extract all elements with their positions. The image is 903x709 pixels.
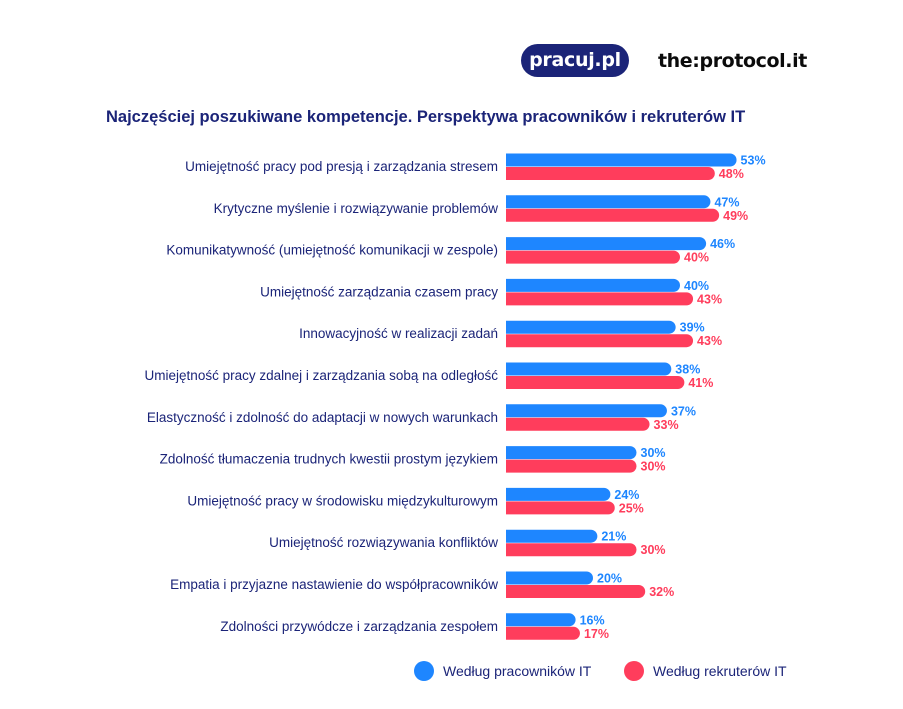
value-label-employees: 37% bbox=[671, 404, 696, 418]
value-label-recruiters: 43% bbox=[697, 292, 722, 306]
value-label-employees: 47% bbox=[714, 195, 739, 209]
bar-employees bbox=[506, 529, 598, 543]
category-label: Innowacyjność w realizacji zadań bbox=[299, 326, 498, 341]
bar-recruiters bbox=[506, 334, 694, 348]
category-label: Umiejętność pracy pod presją i zarządzan… bbox=[185, 159, 498, 174]
value-label-recruiters: 33% bbox=[654, 418, 679, 432]
bar-employees bbox=[506, 404, 667, 418]
legend-item-recruiters: Według rekruterów IT bbox=[624, 656, 787, 686]
value-label-employees: 40% bbox=[684, 279, 709, 293]
value-label-employees: 39% bbox=[680, 321, 705, 335]
protocol-logo: the:protocol.it bbox=[658, 50, 807, 72]
bar-recruiters bbox=[506, 459, 637, 473]
chart-title: Najczęściej poszukiwane kompetencje. Per… bbox=[106, 108, 746, 126]
legend-item-employees: Według pracowników IT bbox=[414, 656, 591, 686]
legend-swatch-recruiters bbox=[624, 661, 644, 681]
bar-recruiters bbox=[506, 585, 646, 598]
value-label-employees: 24% bbox=[614, 488, 639, 502]
value-label-employees: 53% bbox=[741, 154, 766, 168]
category-label: Zdolności przywódcze i zarządzania zespo… bbox=[220, 619, 498, 634]
legend-label-employees: Według pracowników IT bbox=[443, 663, 592, 679]
category-label: Umiejętność pracy w środowisku międzykul… bbox=[187, 493, 498, 508]
value-label-recruiters: 30% bbox=[641, 460, 666, 474]
category-label: Umiejętność pracy zdalnej i zarządzania … bbox=[145, 368, 499, 383]
value-label-employees: 30% bbox=[641, 446, 666, 460]
bar-employees bbox=[506, 320, 676, 334]
value-label-recruiters: 40% bbox=[684, 251, 709, 265]
pracuj-logo: pracuj.pl bbox=[521, 44, 629, 77]
bar-employees bbox=[506, 362, 672, 376]
bar-employees bbox=[506, 613, 576, 627]
bar-employees bbox=[506, 487, 611, 501]
category-label: Empatia i przyjazne nastawienie do współ… bbox=[170, 577, 498, 592]
bar-recruiters bbox=[506, 376, 685, 389]
category-label: Krytyczne myślenie i rozwiązywanie probl… bbox=[214, 201, 499, 216]
bar-employees bbox=[506, 571, 593, 585]
bar-recruiters bbox=[506, 208, 720, 222]
value-label-recruiters: 49% bbox=[723, 209, 748, 223]
category-label: Zdolność tłumaczenia trudnych kwestii pr… bbox=[160, 452, 498, 467]
value-label-employees: 38% bbox=[675, 363, 700, 377]
bar-employees bbox=[506, 237, 707, 251]
value-label-recruiters: 48% bbox=[719, 167, 744, 181]
value-label-recruiters: 25% bbox=[619, 501, 644, 515]
value-label-employees: 16% bbox=[580, 613, 605, 627]
bar-recruiters bbox=[506, 543, 637, 557]
value-label-employees: 46% bbox=[710, 237, 735, 251]
bar-recruiters bbox=[506, 292, 694, 306]
category-label: Komunikatywność (umiejętność komunikacji… bbox=[166, 243, 498, 258]
value-label-recruiters: 30% bbox=[641, 543, 666, 557]
value-label-recruiters: 43% bbox=[697, 334, 722, 348]
bar-recruiters bbox=[506, 250, 680, 264]
value-label-recruiters: 32% bbox=[649, 585, 674, 599]
category-label: Umiejętność rozwiązywania konfliktów bbox=[269, 535, 498, 550]
category-label: Elastyczność i zdolność do adaptacji w n… bbox=[147, 410, 498, 425]
value-label-employees: 20% bbox=[597, 572, 622, 586]
value-label-employees: 21% bbox=[601, 530, 626, 544]
bar-employees bbox=[506, 278, 680, 292]
legend-label-recruiters: Według rekruterów IT bbox=[653, 663, 787, 679]
bar-recruiters bbox=[506, 417, 650, 431]
bar-recruiters bbox=[506, 501, 615, 515]
bar-employees bbox=[506, 446, 637, 460]
bar-recruiters bbox=[506, 167, 715, 180]
bar-employees bbox=[506, 153, 737, 167]
legend-swatch-employees bbox=[414, 661, 434, 681]
chart-legend: Według pracowników IT Według rekruterów … bbox=[0, 656, 903, 686]
bar-recruiters bbox=[506, 626, 580, 640]
category-label: Umiejętność zarządzania czasem pracy bbox=[260, 284, 498, 299]
value-label-recruiters: 41% bbox=[688, 376, 713, 390]
bar-employees bbox=[506, 195, 711, 209]
value-label-recruiters: 17% bbox=[584, 627, 609, 641]
